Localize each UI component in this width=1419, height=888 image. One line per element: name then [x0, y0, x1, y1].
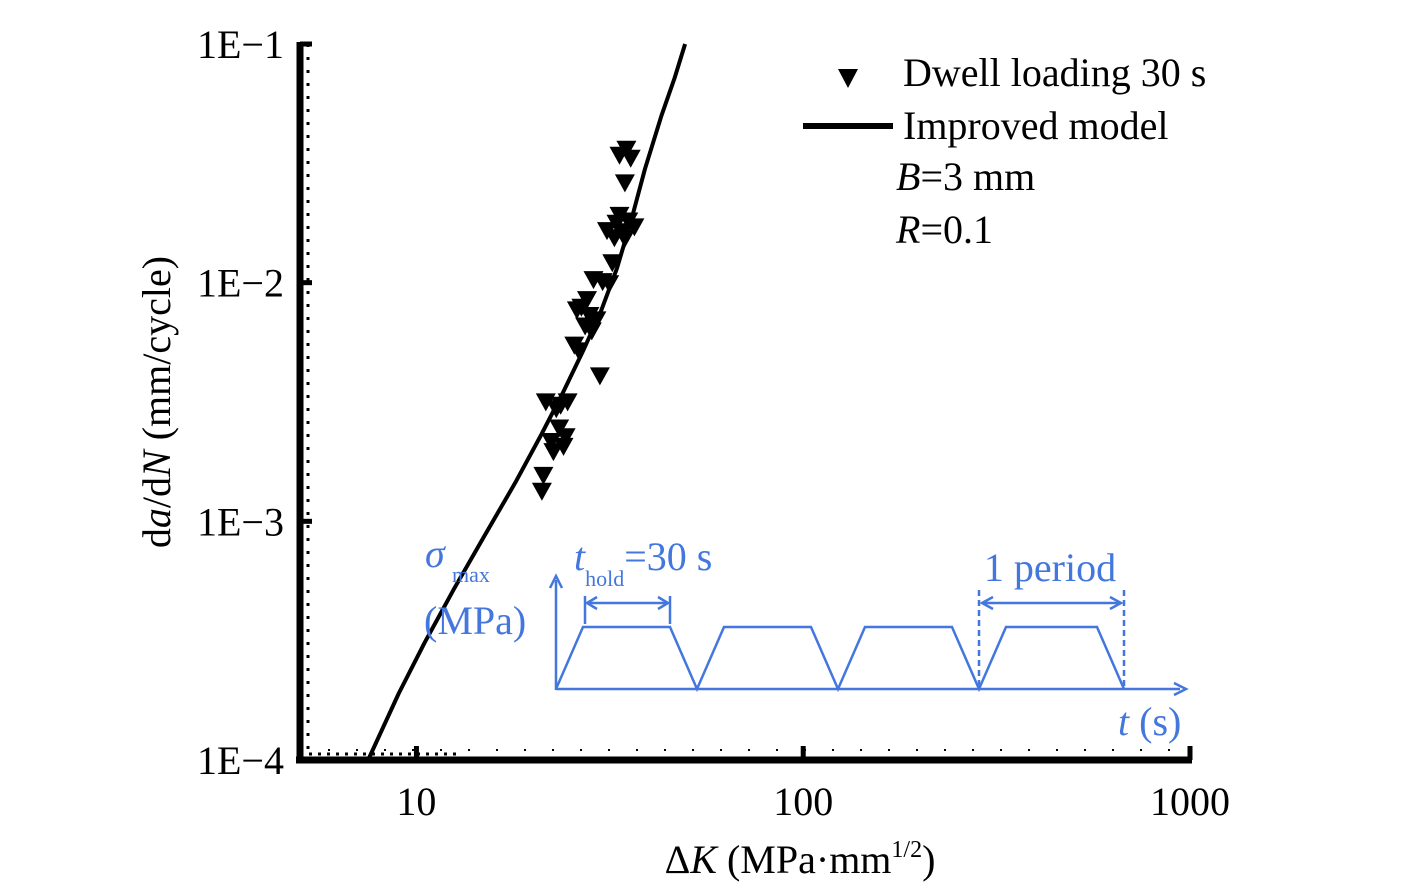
inset-y-label-sub: max	[452, 562, 490, 587]
scatter-point-24	[599, 275, 620, 294]
inset-y-arrowhead	[548, 573, 564, 589]
inset-period-label: 1 period	[984, 545, 1116, 590]
x-tick-label-2: 1000	[1150, 779, 1230, 824]
y-tick-label-1: 1E−2	[197, 261, 284, 306]
legend-marker-triangle	[838, 69, 858, 88]
scatter-point-32	[614, 174, 635, 193]
scatter-point-4	[543, 443, 564, 462]
series-line-improved-model	[366, 43, 688, 761]
inset-y-label-sigma: σ	[425, 531, 446, 576]
inset-period-arrow-right	[1109, 595, 1124, 611]
legend-label-dwell-loading: Dwell loading 30 s	[903, 50, 1206, 95]
inset-waveform	[548, 573, 1189, 697]
annotation-stress-ratio: R=0.1	[895, 207, 993, 252]
x-axis-label: ΔK (MPa·mm1/2)	[665, 837, 936, 882]
inset-period-arrow-left	[979, 595, 994, 611]
scatter-point-35	[620, 149, 641, 168]
scatter-point-0	[531, 482, 552, 501]
inset-x-arrowhead	[1173, 681, 1189, 697]
inset-hold-label: thold=30 s	[574, 534, 712, 591]
scatter-series-dwell-loading	[531, 140, 645, 501]
y-ticks: 1E−1 1E−2 1E−3 1E−4	[197, 22, 312, 783]
inset-wave	[554, 625, 1126, 693]
scatter-point-28	[609, 206, 630, 225]
inset-hold-arrow-right	[657, 595, 671, 611]
scatter-point-9	[555, 428, 576, 447]
y-tick-label-3: 1E−4	[197, 738, 284, 783]
y-tick-label-2: 1E−3	[197, 499, 284, 544]
scatter-point-21	[589, 367, 610, 386]
axes	[296, 41, 1192, 764]
annotation-thickness: B=3 mm	[896, 154, 1035, 199]
inset-labels: σ max (MPa) thold=30 s 1 period t (s)	[424, 531, 1181, 744]
y-axis-label: da/dN (mm/cycle)	[134, 256, 179, 548]
legend: Dwell loading 30 s Improved model B=3 mm…	[803, 50, 1206, 252]
scatter-point-8	[553, 437, 574, 456]
inset-y-label-unit: (MPa)	[424, 598, 526, 643]
scatter-point-2	[535, 393, 556, 412]
y-tick-label-0: 1E−1	[197, 22, 284, 67]
x-tick-label-1: 100	[773, 779, 833, 824]
legend-label-improved-model: Improved model	[903, 103, 1169, 148]
scatter-point-16	[577, 291, 597, 310]
scatter-point-1	[533, 466, 554, 485]
scatter-point-19	[586, 311, 607, 330]
scatter-point-25	[602, 254, 623, 273]
scatter-point-3	[541, 433, 562, 451]
scatter-point-10	[557, 393, 578, 412]
scatter-point-31	[614, 229, 635, 248]
inset-x-label: t (s)	[1118, 699, 1181, 744]
scatter-point-36	[624, 218, 645, 237]
x-ticks: 10 100 1000	[396, 746, 1230, 824]
inset-hold-arrow-left	[584, 595, 598, 611]
scatter-point-13	[568, 342, 589, 361]
x-tick-label-0: 10	[396, 779, 436, 824]
